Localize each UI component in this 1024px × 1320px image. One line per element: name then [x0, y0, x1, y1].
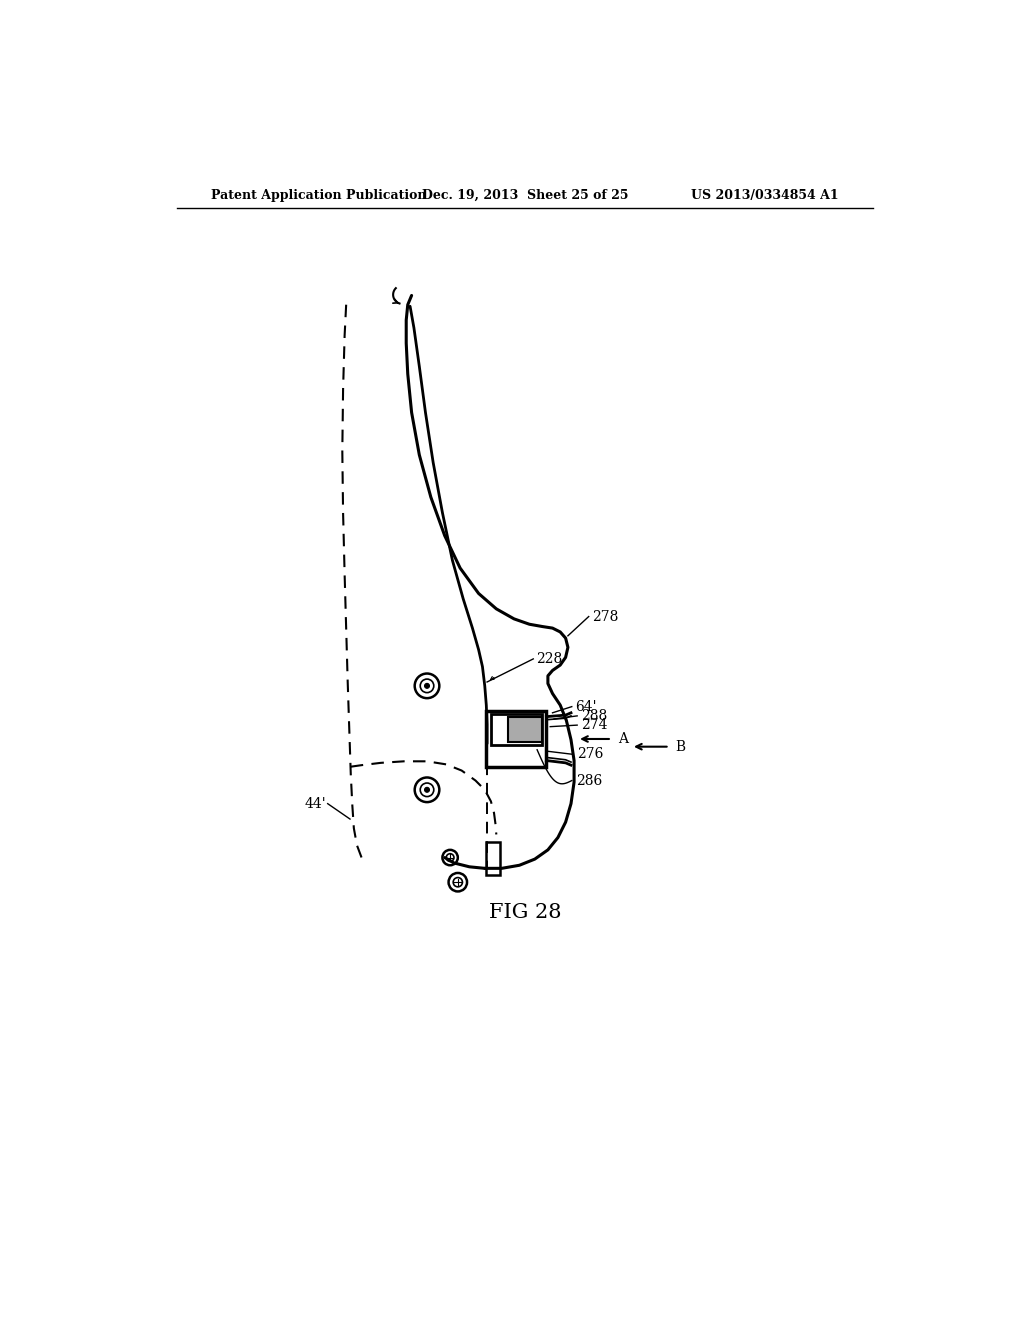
Text: Dec. 19, 2013  Sheet 25 of 25: Dec. 19, 2013 Sheet 25 of 25 — [422, 189, 628, 202]
Bar — [490, 714, 542, 744]
Text: US 2013/0334854 A1: US 2013/0334854 A1 — [691, 189, 839, 202]
Circle shape — [425, 787, 429, 792]
Text: 278: 278 — [593, 610, 618, 623]
Text: B: B — [676, 739, 686, 754]
Text: 288: 288 — [581, 709, 607, 723]
Circle shape — [425, 684, 429, 688]
Bar — [486, 842, 500, 875]
Text: 276: 276 — [578, 747, 603, 762]
Text: 274: 274 — [581, 718, 607, 733]
Bar — [508, 718, 542, 742]
Text: Patent Application Publication: Patent Application Publication — [211, 189, 427, 202]
Bar — [486, 711, 547, 767]
Text: FIG 28: FIG 28 — [488, 903, 561, 923]
Text: A: A — [617, 733, 628, 746]
Text: 286: 286 — [575, 774, 602, 788]
Text: 64': 64' — [575, 700, 597, 714]
Text: 228: 228 — [537, 652, 562, 665]
Text: 44': 44' — [304, 797, 327, 810]
